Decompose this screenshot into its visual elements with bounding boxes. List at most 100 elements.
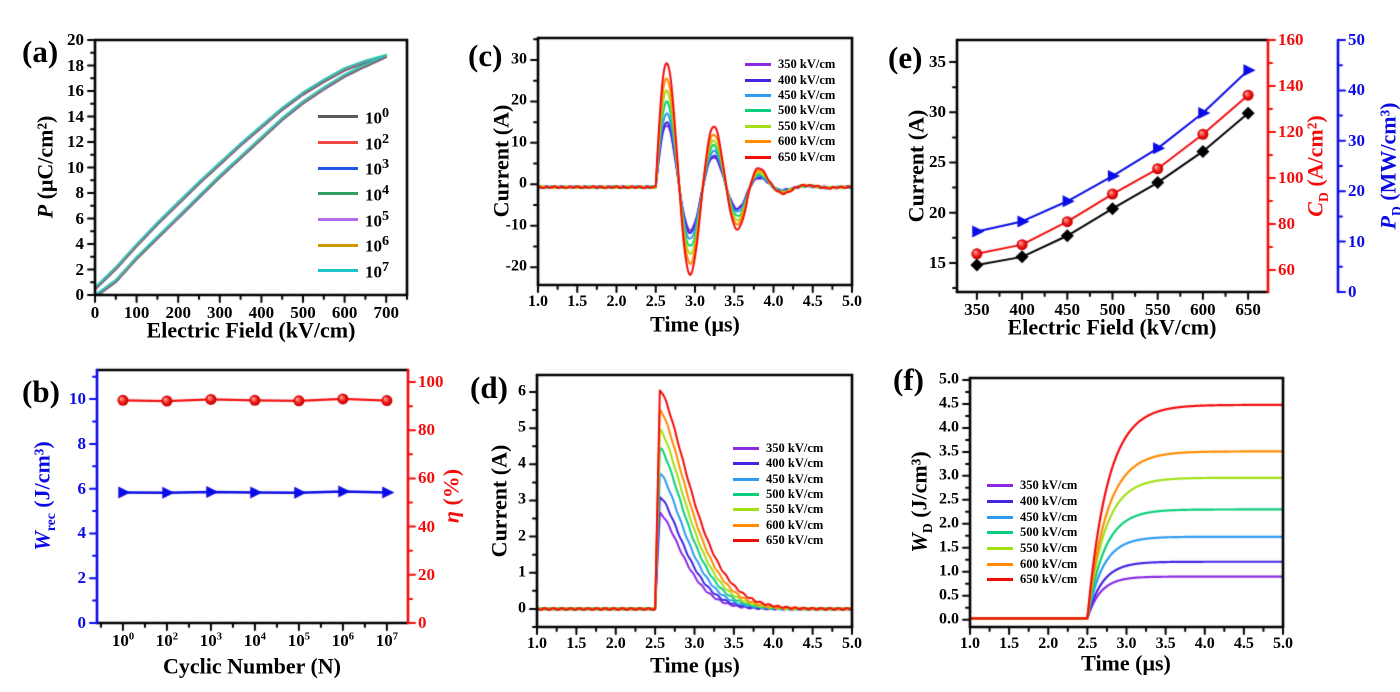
y-tick-label: 2	[75, 259, 85, 279]
x-tick-label: 5.0	[842, 293, 862, 310]
x-tick-label: 1.0	[528, 293, 548, 310]
y-tick-label: 2.5	[939, 490, 959, 508]
x-tick-label: 200	[165, 303, 191, 322]
x-tick-label: 105	[287, 631, 311, 650]
x-tick-label: 600	[1190, 300, 1216, 319]
y-tick-label: 3.5	[939, 442, 959, 460]
x-tick-label: 2.5	[1077, 635, 1098, 652]
x-tick-label: 1.5	[999, 635, 1020, 652]
left-y-tick-label: 6	[77, 478, 87, 498]
x-tick-label: 3.0	[685, 293, 705, 310]
legend-item: 650 kV/cm	[745, 149, 835, 164]
y-tick-label: 0	[75, 285, 85, 305]
x-tick-label: 100	[111, 631, 135, 650]
x-tick-label: 3.5	[724, 293, 745, 310]
right-y-tick-label: 80	[418, 420, 435, 440]
y-tick-label: 5.0	[939, 370, 959, 388]
x-tick-label: 2.0	[605, 635, 626, 652]
legend-label: 600 kV/cm	[1020, 556, 1078, 571]
legend-item: 500 kV/cm	[745, 103, 835, 118]
y-tick-label: 20	[511, 92, 527, 110]
legend-swatch-line	[733, 477, 759, 481]
legend-swatch-line	[987, 500, 1013, 504]
legend-label: 400 kV/cm	[778, 72, 836, 87]
x-tick-label: 1.5	[566, 635, 587, 652]
legend-swatch-line	[318, 115, 358, 119]
left-y-tick-label: 15	[929, 253, 946, 273]
x-tick-label: 300	[207, 303, 233, 322]
y-tick-label: 1.5	[939, 538, 959, 556]
legend-item: 102	[318, 130, 389, 156]
legend-swatch-line	[745, 109, 771, 113]
legend-label: 350 kV/cm	[1020, 478, 1078, 493]
legend-label: 550 kV/cm	[778, 118, 836, 133]
far-right-y-tick-label: 30	[1348, 130, 1365, 150]
y-tick-label: 1	[518, 563, 526, 581]
legend-label: 500 kV/cm	[778, 103, 836, 118]
right-y-tick-label: 40	[418, 516, 435, 536]
y-tick-label: 30	[511, 50, 527, 68]
x-tick-label: 2.5	[645, 293, 666, 310]
right-y-tick-label: 160	[1278, 30, 1304, 50]
right-y-tick-label: 100	[1278, 168, 1304, 188]
y-tick-label: 8	[75, 183, 85, 203]
x-tick-label: 400	[248, 303, 275, 322]
y-tick-label: 20	[67, 30, 84, 50]
legend-label: 500 kV/cm	[766, 487, 824, 502]
panel-label-e: (e)	[888, 40, 923, 75]
far-right-y-tick-label: 50	[1348, 30, 1365, 50]
left-y-tick-label: 30	[929, 102, 946, 122]
legend-label: 600 kV/cm	[766, 517, 824, 532]
x-tick-label: 103	[199, 631, 223, 650]
x-tick-label: 550	[1144, 300, 1171, 319]
x-tick-label: 5.0	[1273, 635, 1293, 652]
legend-item: 500 kV/cm	[987, 525, 1077, 541]
y-axis-title: WD (J/cm³)	[906, 451, 936, 553]
x-tick-label: 102	[155, 631, 179, 650]
x-tick-label: 0	[90, 303, 100, 322]
legend-item: 350 kV/cm	[733, 441, 823, 456]
x-tick-label: 107	[375, 631, 399, 650]
legend-label: 450 kV/cm	[1020, 509, 1078, 524]
right-y-tick-label: 60	[1278, 260, 1295, 280]
right-y-axis-title: η (%)	[438, 468, 464, 524]
legend-swatch-line	[318, 192, 358, 196]
far-right-y-tick-label: 10	[1348, 231, 1365, 251]
legend-item: 450 kV/cm	[745, 88, 835, 103]
y-tick-label: 4	[518, 454, 526, 472]
x-tick-label: 2.0	[606, 293, 627, 310]
x-axis-title: Electric Field (kV/cm)	[146, 317, 356, 343]
right-y-tick-label: 120	[1278, 122, 1304, 142]
legend-label: 500 kV/cm	[1020, 525, 1078, 540]
legend-item: 100	[318, 104, 389, 130]
legend-swatch-line	[745, 155, 771, 159]
legend-item: 400 kV/cm	[987, 494, 1077, 510]
legend-item: 106	[318, 232, 389, 258]
left-y-tick-label: 2	[77, 568, 87, 588]
x-axis-title: Cyclic Number (N)	[163, 653, 341, 679]
legend-item: 500 kV/cm	[733, 487, 823, 502]
left-y-tick-label: 35	[929, 52, 946, 72]
legend-swatch-line	[733, 447, 759, 451]
y-tick-label: 2.0	[939, 514, 959, 532]
x-tick-label: 4.0	[763, 293, 784, 310]
legend-label: 450 kV/cm	[778, 87, 836, 102]
y-tick-label: 16	[67, 81, 84, 101]
legend-item: 450 kV/cm	[733, 472, 823, 487]
legend: 350 kV/cm 400 kV/cm 450 kV/cm 500 kV/cm 550 …	[987, 478, 1077, 588]
legend-label: 550 kV/cm	[1020, 541, 1078, 556]
legend-label: 107	[365, 259, 390, 282]
far-right-y-axis-title: PD (MW/cm³)	[1375, 102, 1400, 230]
legend-swatch-line	[733, 538, 759, 542]
y-tick-label: 0	[519, 174, 527, 192]
x-tick-label: 3.0	[684, 635, 705, 652]
x-tick-label: 3.0	[1116, 635, 1137, 652]
legend-swatch-line	[745, 63, 771, 67]
legend-swatch-line	[318, 218, 358, 222]
x-tick-label: 1.0	[960, 635, 980, 652]
legend-swatch-line	[987, 562, 1013, 566]
y-axis-title: Current (A)	[488, 104, 514, 218]
legend-label: 106	[365, 233, 390, 257]
